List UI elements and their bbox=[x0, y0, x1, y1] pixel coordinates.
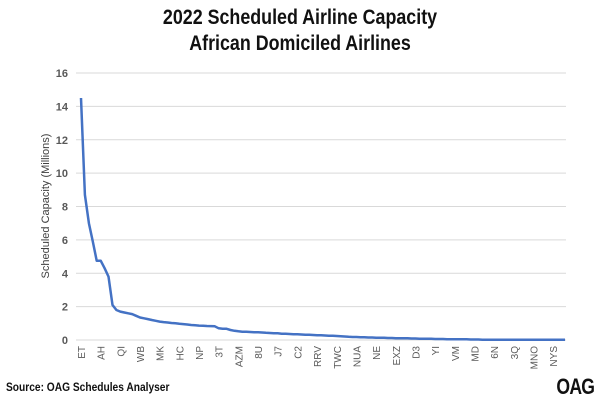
x-tick-label: TWC bbox=[333, 346, 344, 369]
x-tick-label: C2 bbox=[293, 346, 304, 359]
x-tick-label: MD bbox=[470, 346, 481, 362]
x-tick-label: MNO bbox=[530, 346, 541, 370]
y-tick-label: 8 bbox=[62, 202, 68, 214]
y-tick-label: 0 bbox=[62, 335, 68, 347]
x-tick-label: VM bbox=[451, 346, 462, 361]
x-tick-label: NUA bbox=[352, 346, 363, 367]
x-tick-label: NE bbox=[372, 346, 383, 360]
x-tick-label: 3T bbox=[215, 346, 226, 358]
x-tick-label: RRV bbox=[313, 346, 324, 367]
x-tick-label: 3Q bbox=[510, 346, 521, 360]
x-tick-label: 6N bbox=[490, 346, 501, 359]
y-tick-label: 10 bbox=[56, 168, 68, 180]
y-tick-label: 14 bbox=[56, 101, 69, 113]
chart-subtitle: African Domiciled Airlines bbox=[189, 32, 411, 55]
x-tick-label: NYS bbox=[549, 346, 560, 367]
y-tick-label: 4 bbox=[62, 268, 69, 280]
x-tick-label: WB bbox=[136, 346, 147, 362]
x-tick-label: J7 bbox=[274, 346, 285, 357]
y-tick-label: 12 bbox=[56, 135, 68, 147]
y-tick-label: 6 bbox=[62, 235, 68, 247]
source-note: Source: OAG Schedules Analyser bbox=[6, 380, 170, 394]
x-tick-label: MK bbox=[156, 346, 167, 361]
x-tick-label: AH bbox=[97, 346, 108, 360]
y-tick-label: 16 bbox=[56, 68, 68, 80]
x-tick-label: YI bbox=[431, 346, 442, 355]
y-axis-label: Scheduled Capacity (Millions) bbox=[40, 134, 52, 279]
x-tick-label: AZM bbox=[234, 346, 245, 367]
x-tick-label: ET bbox=[77, 346, 88, 359]
x-tick-label: D3 bbox=[411, 346, 422, 359]
chart-title: 2022 Scheduled Airline Capacity bbox=[162, 6, 438, 29]
series-line bbox=[79, 97, 565, 342]
x-tick-label: HC bbox=[175, 346, 186, 360]
oag-logo: OAG bbox=[556, 374, 595, 399]
x-tick-label: 8U bbox=[254, 346, 265, 359]
x-tick-label: QI bbox=[116, 346, 127, 357]
y-tick-label: 2 bbox=[62, 302, 68, 314]
x-tick-label: EXZ bbox=[392, 346, 403, 365]
x-tick-label: NP bbox=[195, 346, 206, 360]
